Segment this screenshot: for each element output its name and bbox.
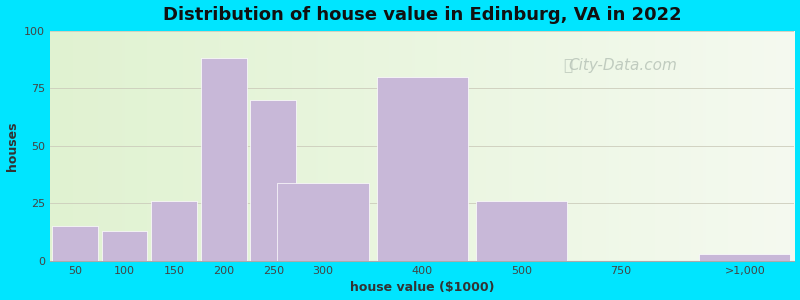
Bar — [102, 231, 147, 261]
X-axis label: house value ($1000): house value ($1000) — [350, 281, 494, 294]
Bar — [250, 100, 296, 261]
Bar — [476, 201, 567, 261]
Bar — [201, 58, 246, 261]
Bar — [278, 183, 369, 261]
Bar — [377, 77, 468, 261]
Title: Distribution of house value in Edinburg, VA in 2022: Distribution of house value in Edinburg,… — [163, 6, 682, 24]
Text: City-Data.com: City-Data.com — [569, 58, 678, 73]
Y-axis label: houses: houses — [6, 121, 18, 171]
Bar — [151, 201, 197, 261]
Bar — [52, 226, 98, 261]
Bar — [699, 254, 790, 261]
Text: ⓘ: ⓘ — [563, 58, 572, 73]
